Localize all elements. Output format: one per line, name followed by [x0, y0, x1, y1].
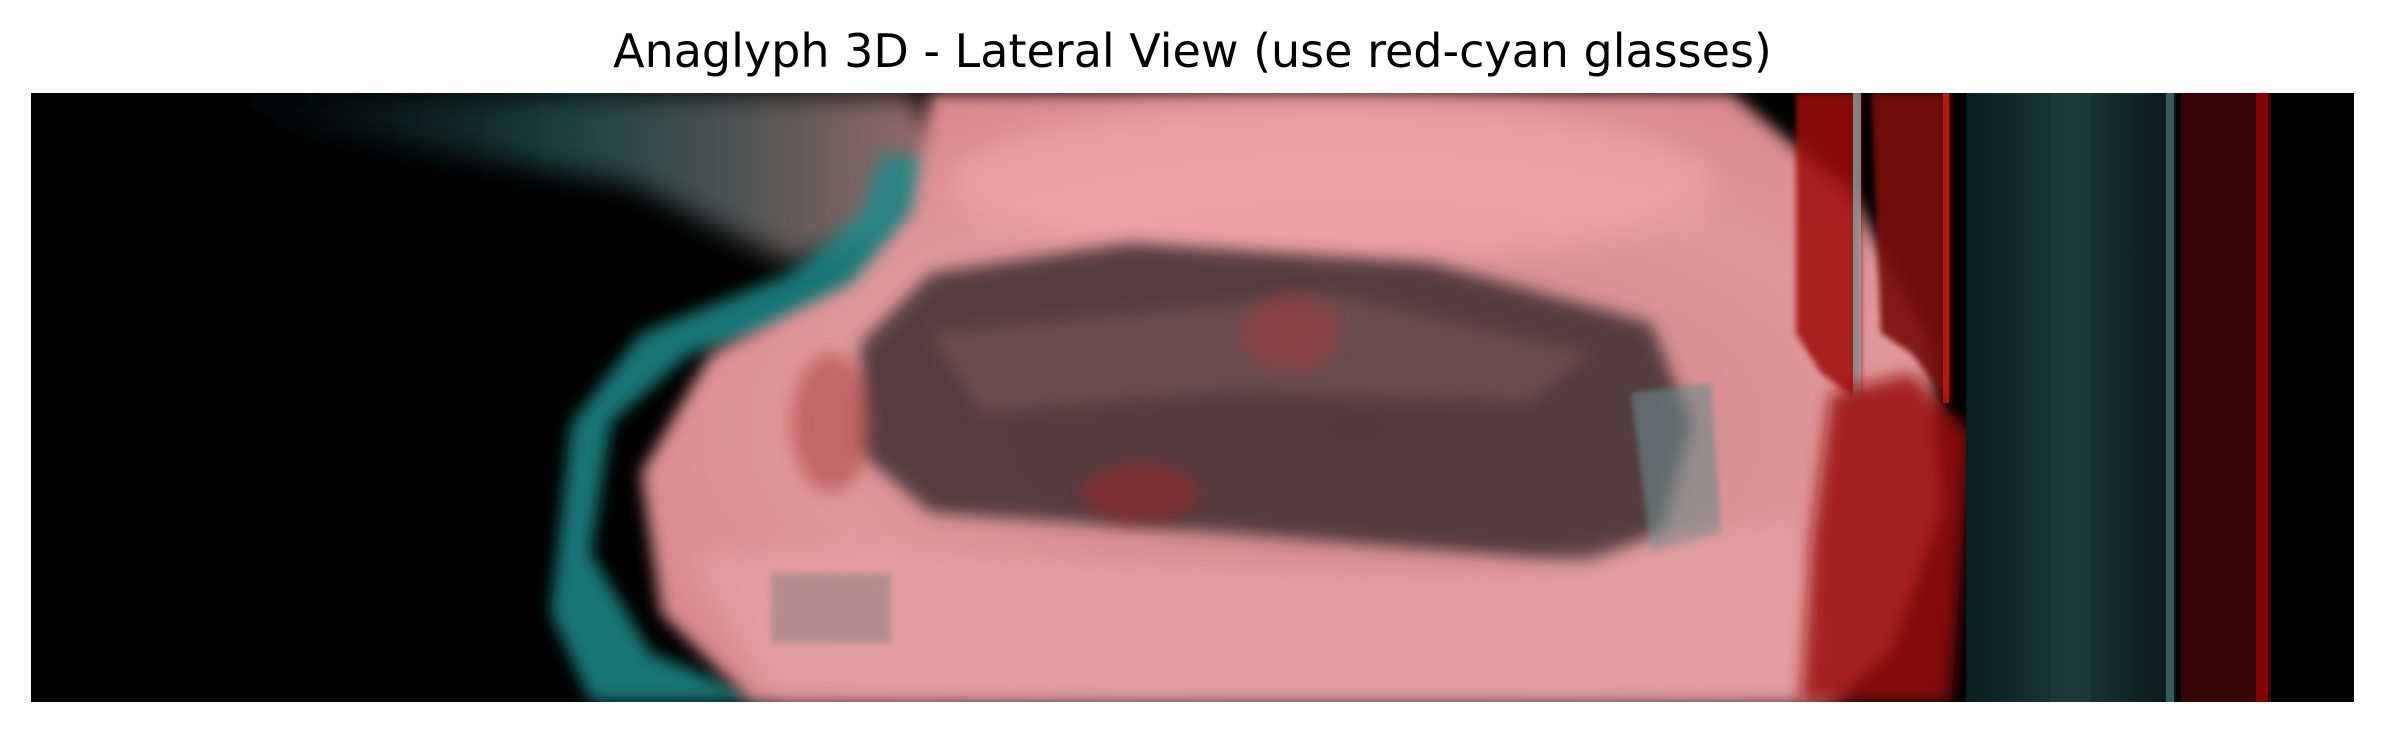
anaglyph-render	[181, 93, 2271, 702]
cyan-line-3	[2166, 93, 2174, 702]
red-line-4	[2256, 93, 2268, 702]
red-spot-1	[1081, 463, 1201, 523]
red-column-2	[1871, 93, 1951, 403]
upper-streak	[181, 93, 951, 263]
red-edge	[1801, 373, 1971, 702]
red-spot-2	[1241, 293, 1341, 373]
red-line-2	[1943, 93, 1949, 403]
upper-highlight	[951, 103, 1711, 263]
cyan-patch	[1631, 383, 1721, 553]
figure-title: Anaglyph 3D - Lateral View (use red-cyan…	[613, 24, 1772, 78]
red-column-1	[1796, 93, 1861, 403]
lower-body	[691, 523, 1851, 702]
lower-block	[771, 573, 891, 643]
cyan-line-1	[1853, 93, 1861, 403]
cyan-bar	[2051, 93, 2091, 702]
red-spot-3	[791, 353, 871, 493]
anaglyph-image	[31, 93, 2354, 702]
